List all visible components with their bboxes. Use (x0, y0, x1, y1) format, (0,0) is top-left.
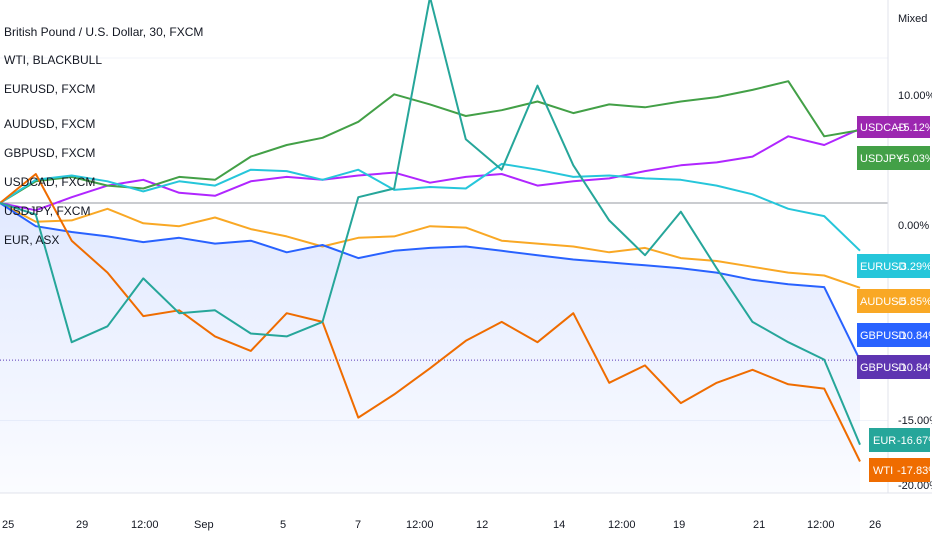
price-tag-symbol: USDCAD (860, 122, 907, 134)
legend-item-usdcad[interactable]: USDCAD, FXCM (4, 175, 95, 189)
legend: British Pound / U.S. Dollar, 30, FXCM WT… (4, 25, 203, 247)
y-tick-label: -15.00% (898, 415, 932, 427)
price-tag-value: -16.67% (897, 435, 932, 447)
price-tag-symbol-bg (857, 323, 895, 347)
price-tag-symbol-bg (869, 428, 895, 452)
x-tick-label: Sep (194, 519, 214, 531)
price-tag-value: +5.12% (897, 122, 932, 134)
price-tag-gbpusd-main[interactable]: GBPUSD -10.84% (857, 355, 932, 379)
price-tag-gbpusd[interactable]: GBPUSD -10.84% (857, 323, 932, 347)
price-tag-value: +5.03% (897, 153, 932, 165)
price-tag-value-bg (895, 146, 930, 170)
price-tag-value: -17.83% (897, 465, 932, 477)
legend-item-eurusd[interactable]: EURUSD, FXCM (4, 82, 95, 96)
price-tag-symbol-bg (869, 458, 895, 482)
price-tag-value-bg (895, 323, 930, 347)
series-line-eurusd (0, 162, 861, 252)
price-tag-usdjpy[interactable]: USDJPY +5.03% (857, 146, 932, 170)
price-tag-value-bg (895, 355, 930, 379)
x-tick-label: 12:00 (131, 519, 159, 531)
x-tick-label: 19 (673, 519, 685, 531)
series-line-usdjpy (0, 80, 861, 204)
price-tag-symbol: EUR (873, 435, 896, 447)
legend-item-wti[interactable]: WTI, BLACKBULL (4, 53, 102, 67)
x-tick-label: 29 (76, 519, 88, 531)
price-tag-value-bg (895, 116, 930, 138)
price-tag-symbol-bg (857, 116, 895, 138)
y-tick-label: -20.00% (898, 480, 932, 492)
price-tag-value-bg (895, 428, 930, 452)
price-tag-symbol: USDJPY (860, 153, 904, 165)
price-tag-value: -10.84% (897, 362, 932, 374)
legend-item-gbpusd[interactable]: GBPUSD, FXCM (4, 146, 95, 160)
legend-item-usdjpy[interactable]: USDJPY, FXCM (4, 204, 90, 218)
price-tag-symbol-bg (857, 254, 895, 278)
x-tick-label: 12:00 (608, 519, 636, 531)
series-line-wti (0, 173, 861, 462)
price-tag-value-bg (895, 458, 930, 482)
series-line-gbpusd (0, 202, 861, 361)
legend-item-audusd[interactable]: AUDUSD, FXCM (4, 117, 95, 131)
price-tag-symbol-bg (857, 146, 895, 170)
x-tick-label: 7 (355, 519, 361, 531)
y-tick-label: 10.00% (898, 90, 932, 102)
price-tag-value-bg (895, 289, 930, 313)
x-tick-label: 21 (753, 519, 765, 531)
x-tick-label: 12:00 (406, 519, 434, 531)
time-axis[interactable]: 25 29 12:00 Sep 5 7 12:00 12 14 12:00 19… (2, 519, 881, 531)
series-lines (0, 0, 861, 462)
legend-item-eur-asx[interactable]: EUR, ASX (4, 233, 59, 247)
price-tag-symbol-bg (857, 289, 895, 313)
area-fill (0, 203, 860, 493)
price-tag-eurusd[interactable]: EURUSD -3.29% (857, 254, 932, 278)
x-tick-label: 14 (553, 519, 565, 531)
gbpusd-area (0, 203, 860, 493)
x-tick-label: 5 (280, 519, 286, 531)
x-tick-label: 12 (476, 519, 488, 531)
price-tag-symbol: GBPUSD (860, 330, 907, 342)
price-tag-value-bg (895, 254, 930, 278)
price-tag-symbol: GBPUSD (860, 362, 907, 374)
series-line-usdcad (0, 127, 861, 212)
y-tick-label: 0.00% (898, 220, 929, 232)
legend-title[interactable]: British Pound / U.S. Dollar, 30, FXCM (4, 25, 203, 39)
price-tag-eur[interactable]: EUR -16.67% (869, 428, 932, 452)
price-tag-wti[interactable]: WTI -17.83% (869, 458, 932, 482)
price-tag-symbol: EURUSD (860, 261, 907, 273)
price-tag-value: -3.29% (897, 261, 932, 273)
price-tag-value: -10.84% (897, 330, 932, 342)
price-tag-symbol: AUDUSD (860, 296, 907, 308)
price-tag-value: -5.85% (897, 296, 932, 308)
x-tick-label: 25 (2, 519, 14, 531)
price-tag-audusd[interactable]: AUDUSD -5.85% (857, 289, 932, 313)
scale-mode-label[interactable]: Mixed (898, 13, 927, 25)
x-tick-label: 26 (869, 519, 881, 531)
series-line-eur (0, 0, 861, 446)
price-tag-symbol: WTI (873, 465, 893, 477)
price-tag-usdcad[interactable]: USDCAD +5.12% (857, 116, 932, 138)
series-line-audusd (0, 202, 861, 289)
price-tags: USDCAD +5.12% USDJPY +5.03% EURUSD -3.29… (857, 116, 932, 482)
price-axis[interactable]: 10.00% 0.00% -15.00% -20.00% (898, 90, 932, 492)
x-tick-label: 12:00 (807, 519, 835, 531)
price-tag-symbol-bg (857, 355, 895, 379)
